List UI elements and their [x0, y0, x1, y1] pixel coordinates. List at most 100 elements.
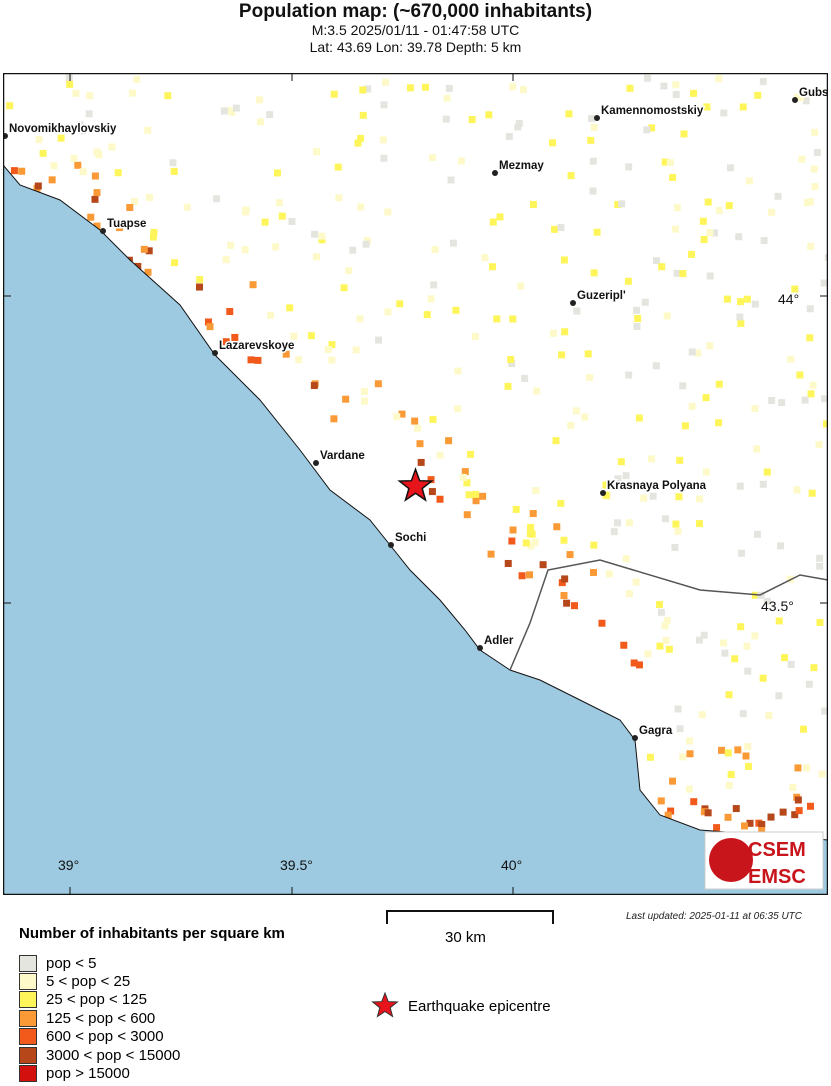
- population-cell: [590, 568, 598, 576]
- population-cell: [715, 419, 723, 427]
- population-cell: [266, 111, 274, 119]
- population-cell: [532, 487, 540, 495]
- population-cell: [471, 332, 479, 340]
- population-cell: [602, 491, 610, 499]
- population-cell: [821, 395, 828, 403]
- population-cell: [254, 356, 262, 364]
- population-cell: [715, 75, 723, 83]
- population-cell: [734, 746, 742, 754]
- population-cell: [598, 619, 606, 627]
- population-cell: [614, 475, 622, 483]
- population-cell: [379, 136, 387, 144]
- population-cell: [295, 356, 303, 364]
- population-cell: [342, 395, 350, 403]
- population-cell: [743, 642, 751, 650]
- population-cell: [751, 405, 759, 413]
- population-cell: [272, 243, 280, 251]
- population-cell: [472, 490, 480, 498]
- population-cell: [529, 510, 537, 518]
- population-cell: [794, 764, 802, 772]
- population-cell: [521, 374, 529, 382]
- population-cell: [751, 632, 759, 640]
- population-cell: [108, 143, 116, 151]
- population-cell: [622, 472, 630, 480]
- population-cell: [799, 725, 807, 733]
- population-cell: [787, 355, 795, 363]
- population-cell: [171, 259, 179, 267]
- population-cell: [816, 618, 824, 626]
- population-cell: [183, 203, 191, 211]
- population-cell: [427, 295, 435, 303]
- population-cell: [526, 530, 534, 538]
- population-cell: [706, 272, 714, 280]
- population-cell: [811, 183, 819, 191]
- population-cell: [725, 781, 733, 789]
- population-cell: [226, 308, 234, 316]
- population-cell: [589, 157, 597, 165]
- population-cell: [673, 269, 681, 277]
- population-cell: [695, 636, 703, 644]
- population-cell: [443, 94, 451, 102]
- population-cell: [581, 413, 589, 421]
- population-cell: [527, 523, 535, 531]
- population-cell: [571, 602, 579, 610]
- population-cell: [759, 480, 767, 488]
- population-cell: [655, 601, 663, 609]
- population-cell: [758, 821, 766, 829]
- lon-tick-label: 39°: [58, 857, 79, 873]
- population-cell: [726, 164, 734, 172]
- population-cell: [74, 161, 82, 169]
- population-cell: [777, 542, 785, 550]
- population-cell: [436, 451, 444, 459]
- population-cell: [149, 233, 157, 241]
- population-cell: [791, 285, 799, 293]
- population-cell: [802, 97, 810, 105]
- population-cell: [661, 622, 669, 630]
- population-cell: [774, 192, 782, 200]
- population-cell: [509, 526, 517, 534]
- population-cell: [745, 762, 753, 770]
- population-cell: [413, 424, 421, 432]
- population-cell: [428, 488, 436, 496]
- population-cell: [457, 157, 465, 165]
- population-cell: [561, 328, 569, 336]
- population-cell: [57, 134, 65, 142]
- population-cell: [363, 237, 371, 245]
- population-cell: [553, 523, 561, 531]
- population-cell: [813, 149, 821, 157]
- population-cell: [737, 298, 745, 306]
- population-cell: [674, 527, 682, 535]
- legend-item: 5 < pop < 25: [19, 972, 130, 990]
- population-cell: [335, 194, 343, 202]
- population-cell: [674, 705, 682, 713]
- legend-label: 125 < pop < 600: [46, 1009, 156, 1027]
- population-cell: [247, 356, 255, 364]
- legend-label: pop < 5: [46, 954, 97, 972]
- legend-item: pop > 15000: [19, 1064, 130, 1082]
- population-cell: [517, 282, 525, 290]
- population-cell: [635, 661, 643, 669]
- population-cell: [671, 543, 679, 551]
- population-cell: [566, 551, 574, 559]
- population-cell: [753, 530, 761, 538]
- population-cell: [548, 139, 556, 147]
- population-cell: [820, 279, 828, 287]
- city-label: Guzeripl': [577, 290, 626, 302]
- legend-item: 600 < pop < 3000: [19, 1028, 164, 1046]
- population-cell: [640, 494, 648, 502]
- population-cell: [427, 476, 435, 484]
- population-cell: [815, 441, 823, 449]
- population-cell: [35, 136, 43, 144]
- population-cell: [807, 242, 815, 250]
- svg-text:EMSC: EMSC: [748, 866, 806, 888]
- population-cell: [514, 123, 522, 131]
- population-cell: [429, 415, 437, 423]
- population-cell: [573, 307, 581, 315]
- population-cell: [505, 133, 513, 141]
- population-cell: [805, 680, 813, 688]
- population-cell: [345, 267, 353, 275]
- epicentre-star-icon[interactable]: [397, 467, 434, 502]
- population-cell: [359, 86, 367, 94]
- population-cell: [436, 495, 444, 503]
- population-cell: [635, 414, 643, 422]
